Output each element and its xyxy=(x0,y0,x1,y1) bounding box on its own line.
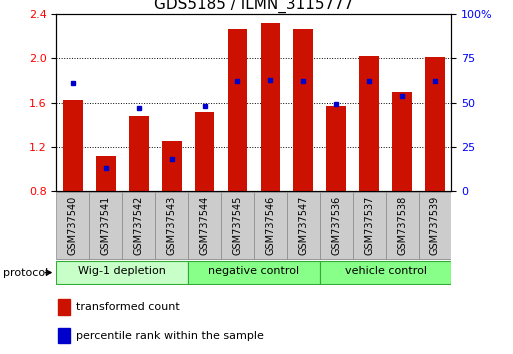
FancyBboxPatch shape xyxy=(155,192,188,259)
Text: GSM737541: GSM737541 xyxy=(101,196,111,255)
Text: vehicle control: vehicle control xyxy=(345,266,427,276)
Text: GSM737544: GSM737544 xyxy=(200,196,209,255)
FancyBboxPatch shape xyxy=(56,261,188,284)
Text: GSM737542: GSM737542 xyxy=(134,196,144,255)
Text: GSM737538: GSM737538 xyxy=(397,196,407,255)
Text: protocol: protocol xyxy=(3,268,48,278)
FancyBboxPatch shape xyxy=(320,192,353,259)
Bar xyxy=(228,29,247,191)
Text: GSM737540: GSM737540 xyxy=(68,196,78,255)
Bar xyxy=(162,141,182,191)
FancyBboxPatch shape xyxy=(122,192,155,259)
Bar xyxy=(129,116,149,191)
Bar xyxy=(96,156,115,191)
Bar xyxy=(63,101,83,191)
Text: GSM737539: GSM737539 xyxy=(430,196,440,255)
Bar xyxy=(261,23,280,191)
Bar xyxy=(58,299,70,315)
FancyBboxPatch shape xyxy=(188,261,320,284)
FancyBboxPatch shape xyxy=(287,192,320,259)
FancyBboxPatch shape xyxy=(56,192,89,259)
Bar xyxy=(194,112,214,191)
Text: transformed count: transformed count xyxy=(76,302,180,312)
Text: GSM737545: GSM737545 xyxy=(232,196,243,255)
Text: GSM737537: GSM737537 xyxy=(364,196,374,255)
Text: negative control: negative control xyxy=(208,266,300,276)
Bar xyxy=(359,56,379,191)
FancyBboxPatch shape xyxy=(386,192,419,259)
Text: percentile rank within the sample: percentile rank within the sample xyxy=(76,331,264,341)
Text: GSM737547: GSM737547 xyxy=(299,196,308,255)
Bar xyxy=(326,106,346,191)
Text: GSM737536: GSM737536 xyxy=(331,196,341,255)
FancyBboxPatch shape xyxy=(419,192,451,259)
FancyBboxPatch shape xyxy=(353,192,386,259)
FancyBboxPatch shape xyxy=(89,192,122,259)
Text: Wig-1 depletion: Wig-1 depletion xyxy=(78,266,166,276)
FancyBboxPatch shape xyxy=(254,192,287,259)
Bar xyxy=(58,327,70,343)
FancyBboxPatch shape xyxy=(221,192,254,259)
Text: GSM737546: GSM737546 xyxy=(265,196,275,255)
FancyBboxPatch shape xyxy=(320,261,451,284)
Bar xyxy=(392,92,412,191)
Title: GDS5185 / ILMN_3115777: GDS5185 / ILMN_3115777 xyxy=(154,0,353,13)
Bar xyxy=(425,57,445,191)
Bar xyxy=(293,29,313,191)
Text: GSM737543: GSM737543 xyxy=(167,196,176,255)
FancyBboxPatch shape xyxy=(188,192,221,259)
